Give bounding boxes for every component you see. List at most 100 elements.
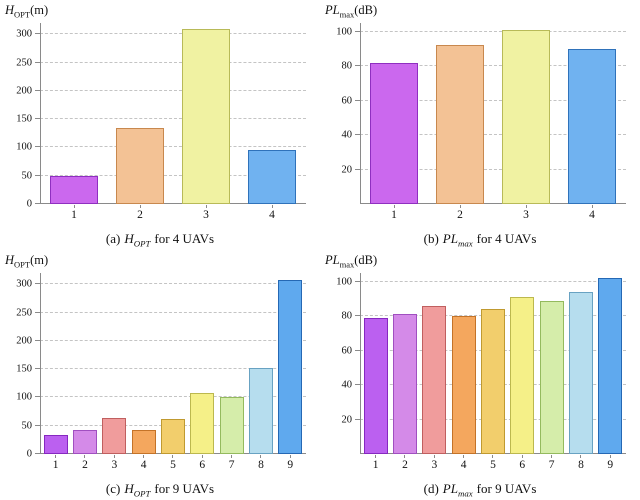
bar-slot [559, 23, 625, 204]
gridlines [355, 23, 626, 204]
gridline [40, 368, 306, 370]
bar-slot [361, 273, 390, 454]
bar-slot [427, 23, 493, 204]
y-tick-label: 40 [341, 129, 353, 141]
y-tick-mark [35, 453, 40, 454]
subfigure-caption: (c) HOPT for 9 UAVs [105, 481, 215, 499]
y-tick-mark [355, 349, 360, 351]
y-tick-mark [35, 89, 40, 91]
bar-slot [537, 273, 566, 454]
gridline [360, 168, 626, 170]
y-tick-label: 50 [21, 420, 33, 432]
x-tick-label: 4 [449, 455, 478, 471]
y-axis-tick-labels: 0 50 100 150 200 250 300 [16, 23, 306, 210]
y-tick-mark [355, 384, 360, 386]
bar-c-6 [190, 393, 215, 454]
y-axis-label: HOPT(m) [5, 253, 49, 270]
bar-slot [188, 273, 217, 454]
y-tick-label: 100 [336, 276, 352, 288]
x-tick-label: 6 [188, 455, 217, 471]
bar-slot [129, 273, 158, 454]
bar-slot [276, 273, 305, 454]
y-tick-mark [35, 424, 40, 426]
bar-series [360, 273, 626, 454]
bar-c-8 [248, 368, 273, 454]
y-tick-label: 100 [16, 391, 32, 403]
bar-b-1 [370, 62, 418, 204]
gridline [40, 89, 306, 91]
y-tick-label: 0 [26, 448, 32, 460]
y-tick-label: 100 [336, 26, 352, 38]
x-tick-label: 6 [508, 455, 537, 471]
bar-a-3 [182, 28, 230, 204]
gridline [360, 30, 626, 32]
gridline [40, 339, 306, 341]
gridline [40, 283, 306, 285]
y-tick-label: 200 [16, 85, 32, 97]
x-tick-label: 4 [559, 205, 625, 221]
gridline [40, 33, 306, 35]
x-tick-label: 4 [129, 455, 158, 471]
bar-slot [100, 273, 129, 454]
bar-slot [41, 23, 107, 204]
x-tick-label: 2 [390, 455, 419, 471]
bar-slot [41, 273, 70, 454]
x-tick-label: 8 [246, 455, 275, 471]
y-tick-mark [355, 315, 360, 317]
bar-slot [107, 23, 173, 204]
x-tick-label: 8 [566, 455, 595, 471]
y-tick-mark [35, 174, 40, 176]
y-tick-mark [35, 118, 40, 120]
y-axis-label: HOPT(m) [5, 3, 49, 20]
y-tick-label: 0 [26, 198, 32, 210]
bar-c-2 [72, 429, 98, 454]
y-axis-label: PLmax(dB) [325, 3, 378, 20]
x-tick-label: 1 [41, 205, 107, 221]
bar-slot [420, 273, 449, 454]
bar-b-4 [568, 48, 616, 204]
y-tick-label: 60 [341, 345, 353, 357]
bar-series [40, 23, 306, 204]
y-tick-label: 250 [16, 307, 32, 319]
x-tick-label: 3 [420, 455, 449, 471]
y-tick-mark [35, 283, 40, 285]
y-tick-mark [355, 280, 360, 282]
bar-slot [246, 273, 275, 454]
y-tick-mark [35, 311, 40, 313]
y-tick-label: 50 [21, 170, 33, 182]
bar-b-3 [502, 29, 550, 204]
axes-frame [360, 23, 626, 204]
y-axis-tick-labels: 20 40 60 80 100 [336, 23, 626, 204]
bar-slot [566, 273, 595, 454]
bar-c-9 [278, 280, 303, 454]
y-tick-label: 150 [16, 113, 32, 125]
x-tick-label: 1 [41, 455, 70, 471]
y-tick-mark [35, 146, 40, 148]
subfigure-caption: (d) PLmax for 9 UAVs [423, 481, 537, 499]
gridline [360, 65, 626, 67]
y-axis-tick-labels: 0 50 100 150 200 250 300 [16, 273, 306, 460]
bar-b-2 [436, 45, 484, 204]
gridline [40, 174, 306, 176]
y-tick-mark [35, 339, 40, 341]
gridline [40, 396, 306, 398]
bar-c-5 [160, 418, 185, 454]
x-tick-label: 1 [361, 455, 390, 471]
bar-slot [493, 23, 559, 204]
bar-a-2 [116, 127, 164, 204]
bar-d-8 [568, 291, 593, 454]
y-tick-mark [35, 396, 40, 398]
bar-d-3 [422, 305, 447, 454]
x-tick-label: 4 [239, 205, 305, 221]
y-tick-mark [355, 418, 360, 420]
x-tick-label: 1 [361, 205, 427, 221]
y-tick-label: 250 [16, 57, 32, 69]
